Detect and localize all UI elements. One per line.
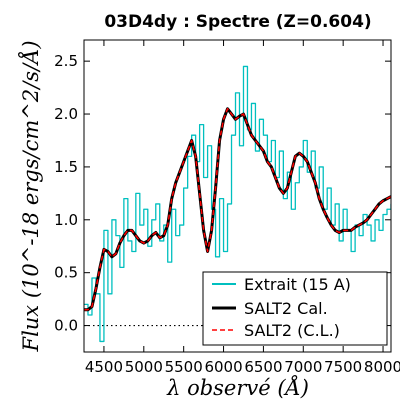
x-tick-label: 5500 <box>165 358 203 376</box>
y-tick-label: 1.0 <box>54 211 78 229</box>
legend-label-salt2-cal: SALT2 Cal. <box>244 299 328 318</box>
chart-title: 03D4dy : Spectre (Z=0.604) <box>104 12 371 32</box>
y-tick-label: 0.5 <box>54 264 78 282</box>
x-tick-label: 7500 <box>324 358 362 376</box>
plot-frame <box>83 39 392 353</box>
legend-label-extrait: Extrait (15 A) <box>244 275 351 294</box>
legend-label-salt2-cl: SALT2 (C.L.) <box>244 321 340 340</box>
x-tick-label: 7000 <box>284 358 322 376</box>
x-tick-label: 6500 <box>244 358 282 376</box>
x-tick-label: 6000 <box>204 358 242 376</box>
y-tick-label: 1.5 <box>54 158 78 176</box>
series-line-extrait <box>84 65 391 343</box>
x-tick-label: 4500 <box>85 358 123 376</box>
x-tick-label: 5000 <box>125 358 163 376</box>
x-axis-label: λ observé (Å) <box>166 375 309 400</box>
y-tick-label: 2.0 <box>54 105 78 123</box>
axes-ticks: 4500 5000 5500 6000 6500 7000 7500 8000 0.0 0.5 1.… <box>54 40 400 376</box>
y-tick-label: 0.0 <box>54 317 78 335</box>
series-line-salt2-cl <box>84 107 391 311</box>
y-axis-label: Flux (10^-18 ergs/cm^2/s/Å) <box>18 40 43 352</box>
y-tick-label: 2.5 <box>54 52 78 70</box>
x-tick-label: 8000 <box>364 358 400 376</box>
legend: Extrait (15 A) SALT2 Cal. SALT2 (C.L.) <box>202 271 388 346</box>
